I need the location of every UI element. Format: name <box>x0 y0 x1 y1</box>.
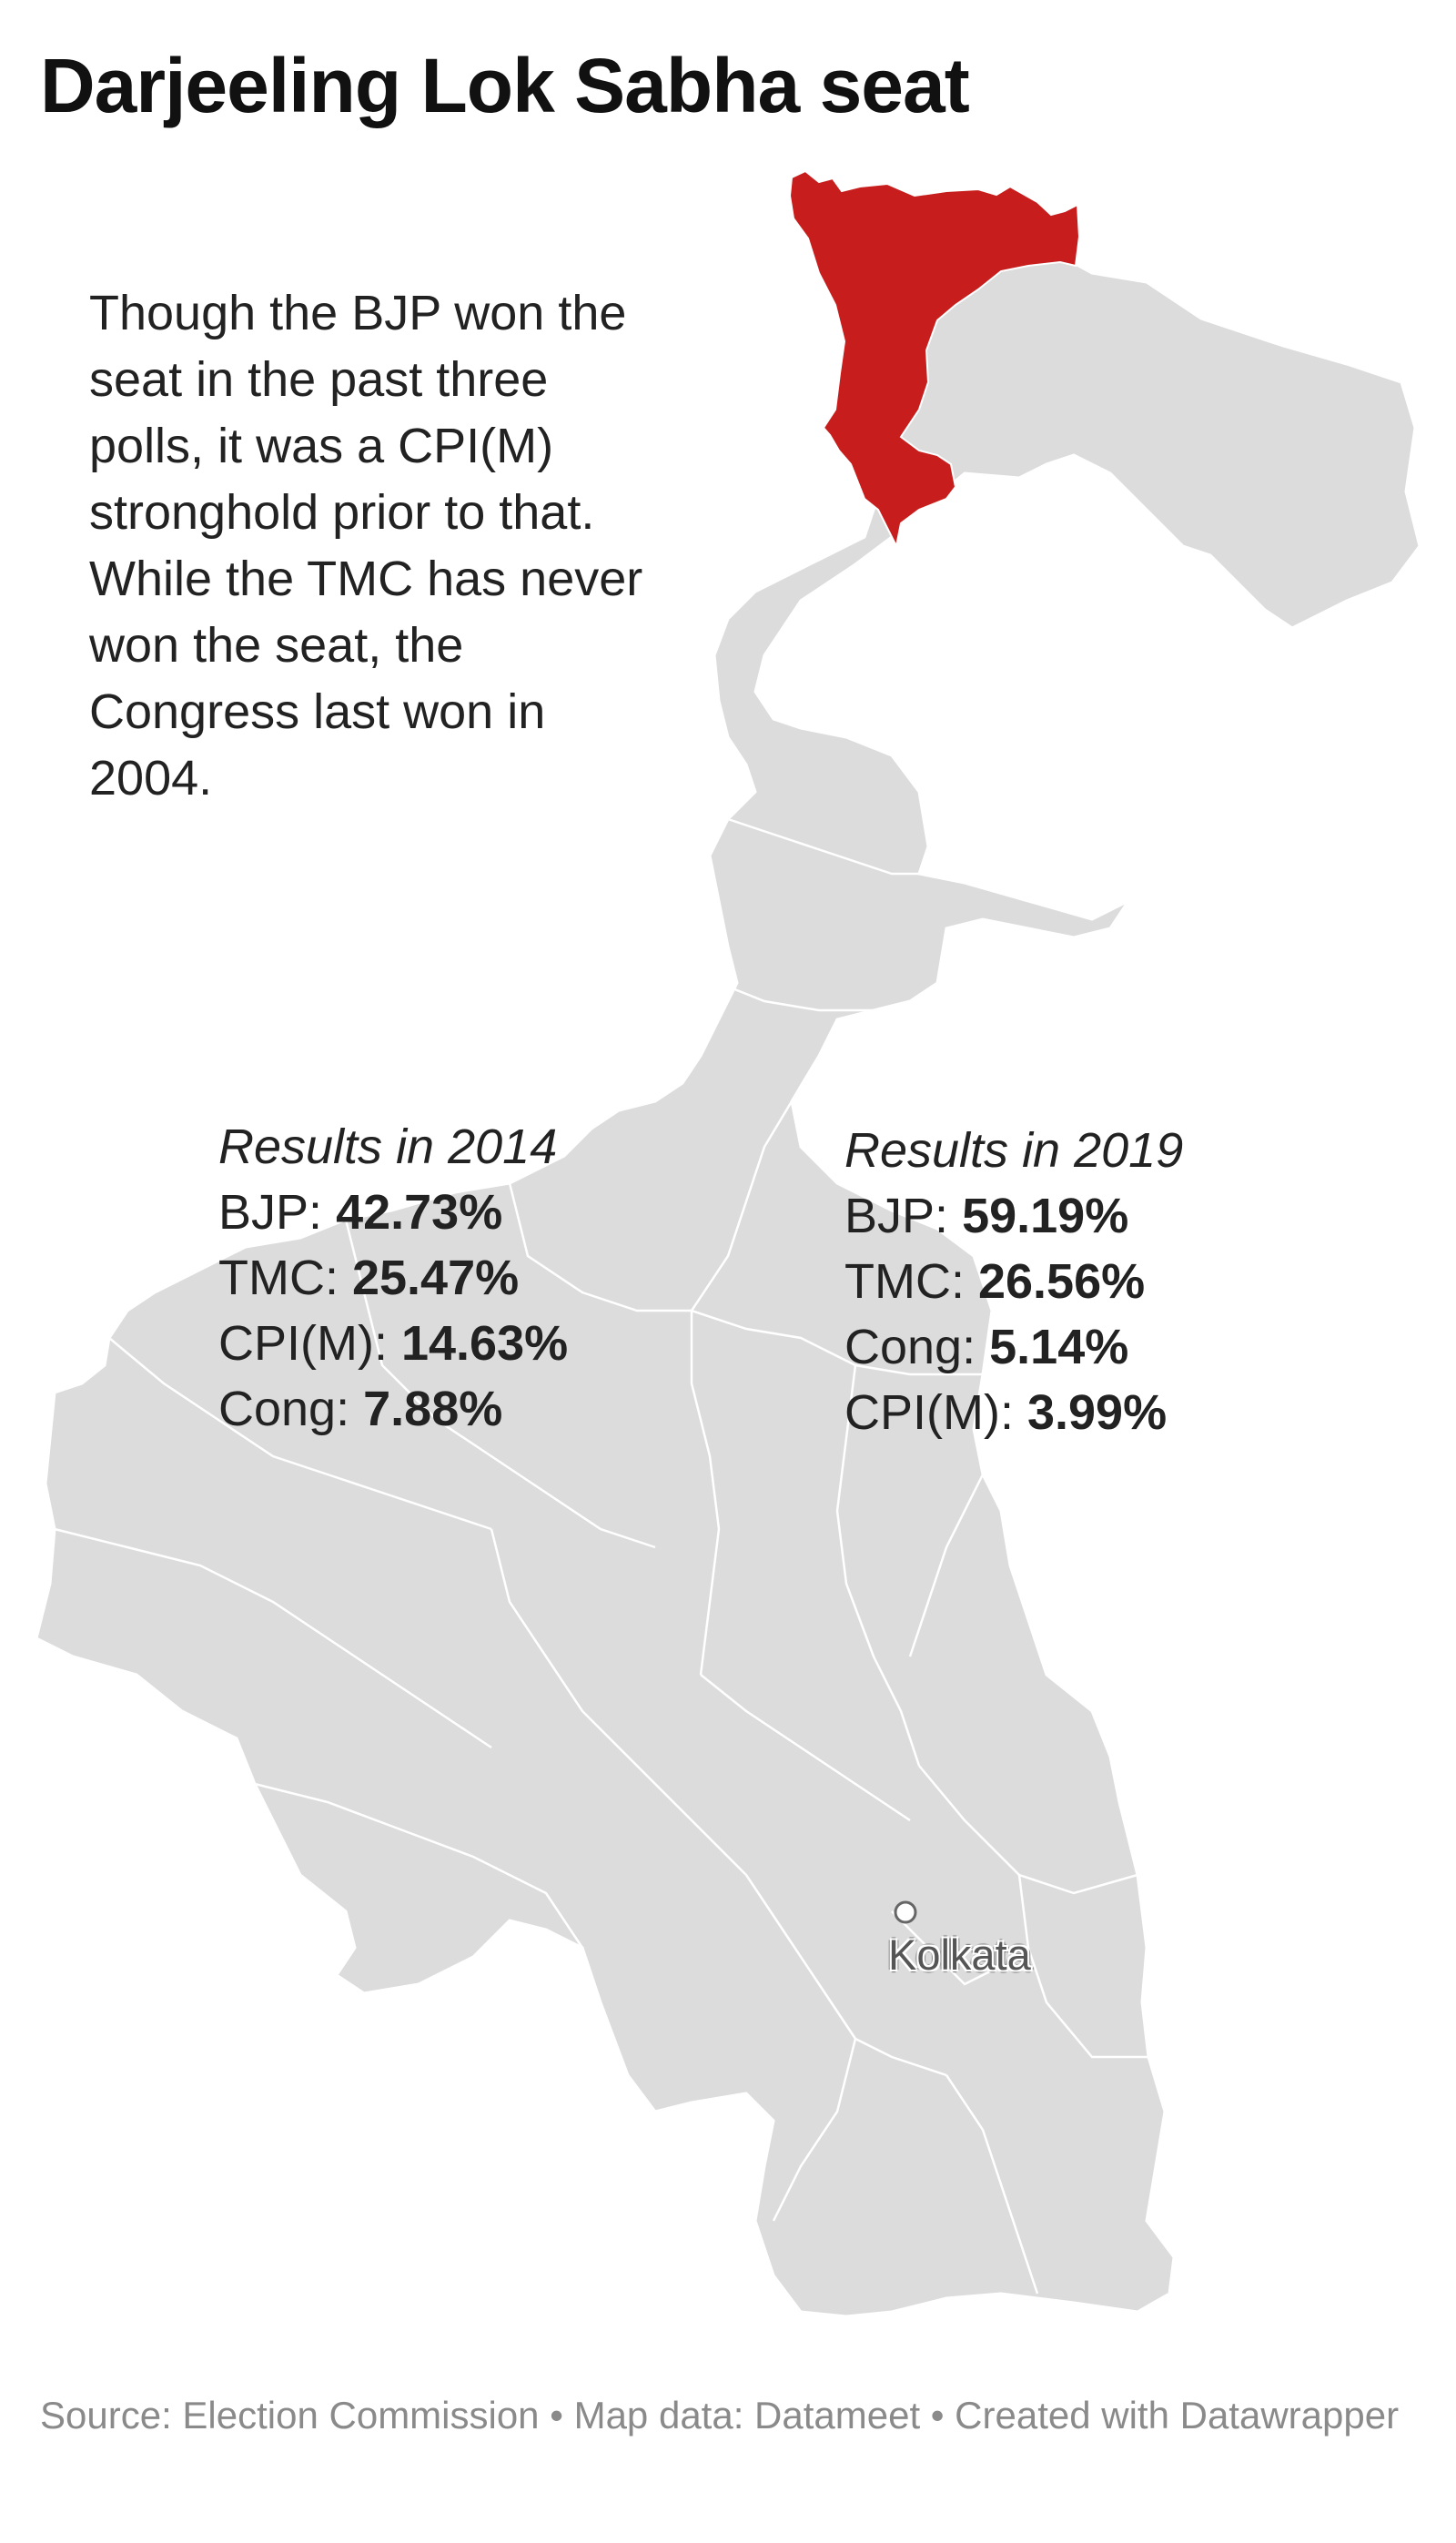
results-2014-heading: Results in 2014 <box>218 1120 558 1174</box>
results-2019-row: BJP: 59.19% <box>844 1183 1183 1249</box>
kolkata-label: Kolkata <box>888 1930 1031 1979</box>
chart-title: Darjeeling Lok Sabha seat <box>40 43 970 128</box>
results-2019-row: Cong: 5.14% <box>844 1314 1183 1380</box>
party-label: Cong: <box>844 1320 976 1374</box>
party-label: BJP: <box>844 1189 949 1243</box>
results-2014-row: BJP: 42.73% <box>218 1180 568 1245</box>
annotation-text: Though the BJP won the seat in the past … <box>89 286 643 805</box>
party-label: BJP: <box>218 1185 323 1240</box>
results-2014-block: Results in 2014 BJP: 42.73% TMC: 25.47% … <box>218 1114 568 1442</box>
party-share: 26.56% <box>977 1254 1146 1309</box>
party-label: TMC: <box>844 1254 965 1309</box>
party-share: 14.63% <box>400 1316 569 1371</box>
party-share: 3.99% <box>1026 1385 1168 1440</box>
results-2014-row: CPI(M): 14.63% <box>218 1311 568 1376</box>
darjeeling-constituency <box>788 169 1081 550</box>
party-label: Cong: <box>218 1382 350 1436</box>
party-share: 7.88% <box>363 1382 503 1436</box>
results-2019-row: TMC: 26.56% <box>844 1249 1183 1314</box>
party-share: 5.14% <box>989 1320 1129 1374</box>
source-footer: Source: Election Commission • Map data: … <box>40 2394 1400 2437</box>
results-2019-block: Results in 2019 BJP: 59.19% TMC: 26.56% … <box>844 1118 1183 1445</box>
constituency-borders <box>54 477 1239 2295</box>
party-share: 42.73% <box>336 1185 503 1240</box>
party-label: TMC: <box>218 1251 339 1305</box>
results-2014-row: TMC: 25.47% <box>218 1245 568 1311</box>
party-share: 59.19% <box>962 1189 1129 1243</box>
party-label: CPI(M): <box>844 1385 1014 1440</box>
results-2019-heading: Results in 2019 <box>844 1123 1184 1178</box>
party-label: CPI(M): <box>218 1316 388 1371</box>
kolkata-marker <box>894 1900 917 1924</box>
results-2014-row: Cong: 7.88% <box>218 1376 568 1442</box>
results-2019-row: CPI(M): 3.99% <box>844 1380 1183 1445</box>
party-share: 25.47% <box>351 1251 520 1305</box>
